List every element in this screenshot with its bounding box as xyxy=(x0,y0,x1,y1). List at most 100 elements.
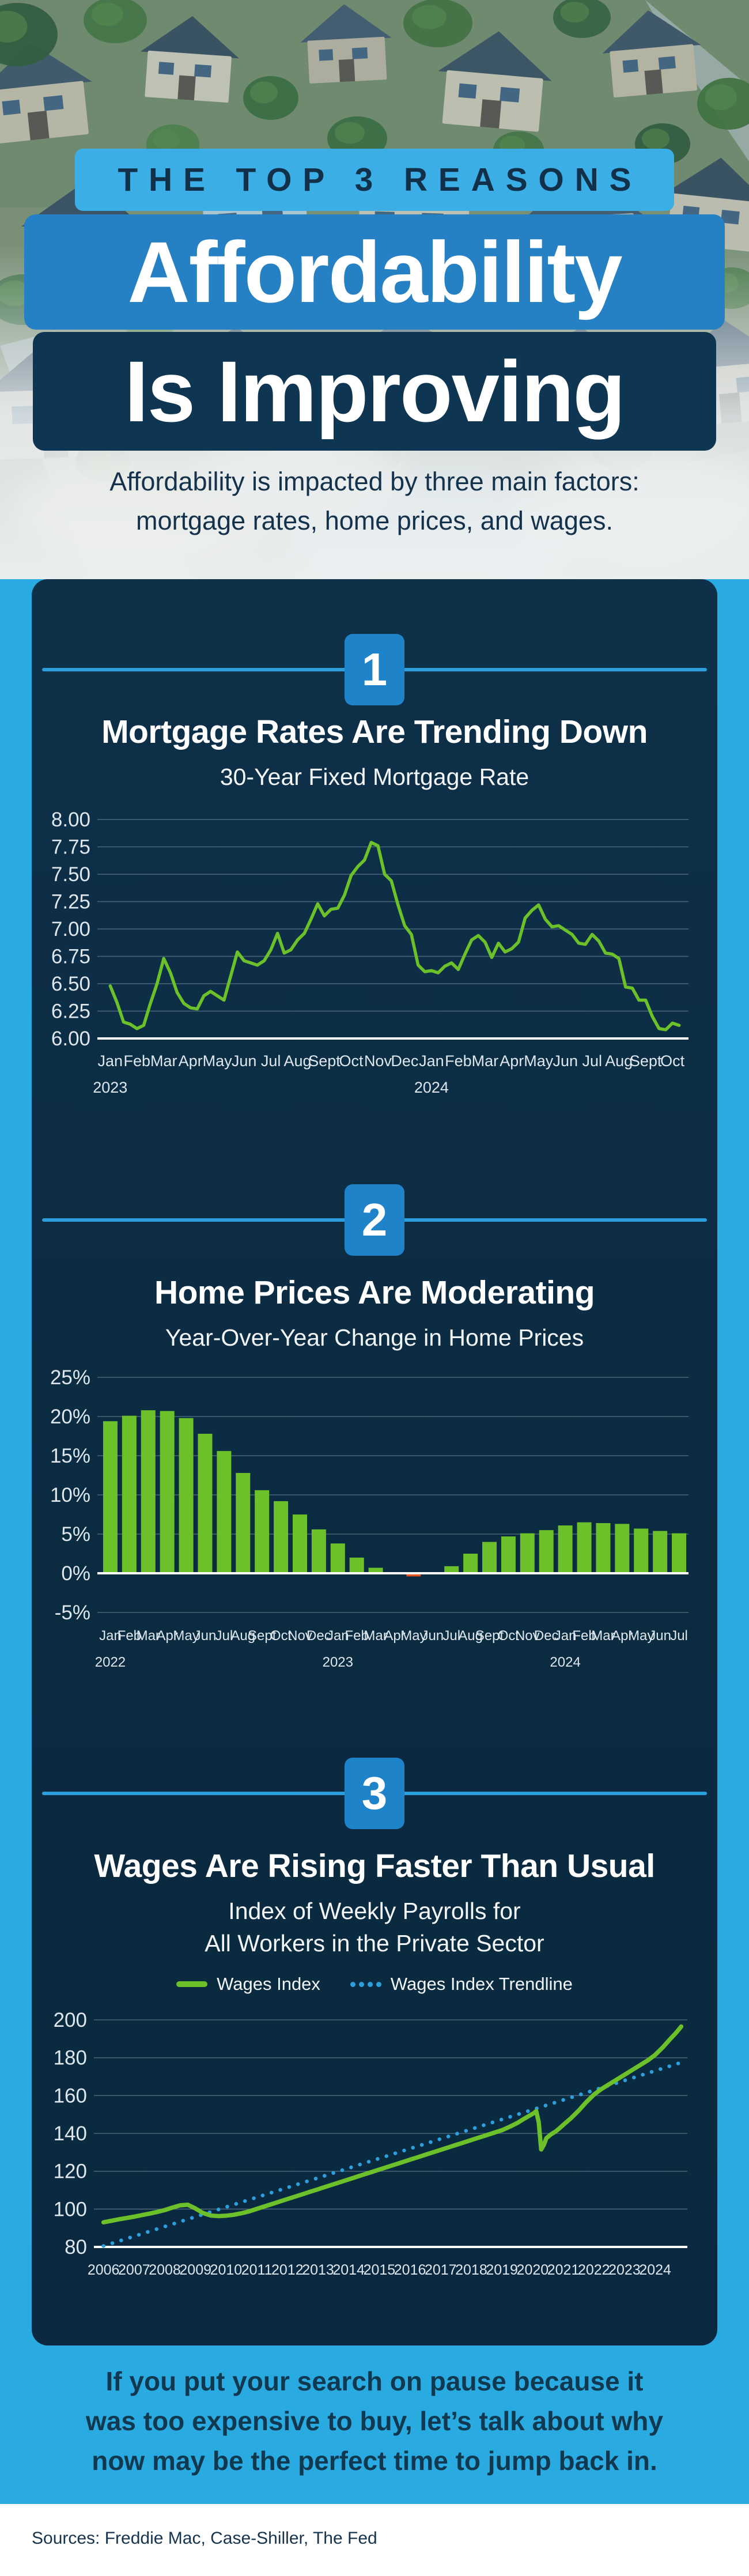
svg-text:Nov: Nov xyxy=(288,1628,312,1644)
svg-text:2013: 2013 xyxy=(302,2262,334,2278)
cta-paragraph: If you put your search on pause because … xyxy=(0,2362,749,2481)
svg-text:20%: 20% xyxy=(50,1406,90,1428)
svg-text:6.50: 6.50 xyxy=(51,973,90,995)
legend-label: Wages Index xyxy=(217,1974,320,1994)
svg-text:120: 120 xyxy=(54,2160,87,2183)
svg-text:Jul: Jul xyxy=(670,1628,688,1644)
svg-text:Dec: Dec xyxy=(307,1628,331,1644)
svg-text:Sept: Sept xyxy=(475,1628,504,1644)
svg-text:-5%: -5% xyxy=(55,1601,90,1624)
section-1-number-badge: 1 xyxy=(345,634,404,705)
section-2-divider: 2 xyxy=(32,1184,717,1256)
svg-text:7.25: 7.25 xyxy=(51,891,90,913)
svg-text:140: 140 xyxy=(54,2122,87,2145)
title-line-1: Affordability xyxy=(127,223,622,320)
svg-text:2016: 2016 xyxy=(394,2262,426,2278)
svg-text:2006: 2006 xyxy=(88,2262,120,2278)
svg-text:7.75: 7.75 xyxy=(51,836,90,859)
svg-text:7.00: 7.00 xyxy=(51,918,90,940)
svg-text:Apr: Apr xyxy=(156,1628,177,1644)
title-band-1: Affordability xyxy=(24,214,725,330)
svg-text:2019: 2019 xyxy=(486,2262,518,2278)
svg-text:2014: 2014 xyxy=(332,2262,365,2278)
svg-text:2011: 2011 xyxy=(241,2262,273,2278)
svg-text:Dec: Dec xyxy=(391,1052,418,1070)
svg-text:Jun: Jun xyxy=(232,1052,257,1070)
svg-text:Mar: Mar xyxy=(472,1052,499,1070)
svg-text:Aug: Aug xyxy=(230,1628,255,1644)
svg-text:May: May xyxy=(203,1052,233,1070)
svg-text:2021: 2021 xyxy=(547,2262,580,2278)
svg-text:Apr: Apr xyxy=(384,1628,405,1644)
mortgage-rate-line-chart: 8.00 7.75 7.50 7.25 7.00 6.75 6.50 6.25 6.00 Jan 2… xyxy=(51,809,689,1096)
svg-text:Jul: Jul xyxy=(442,1628,460,1644)
svg-text:Jul: Jul xyxy=(261,1052,281,1070)
wages-index-line-chart: 200 180 160 140 120 100 8020062007200820092010… xyxy=(54,2009,687,2278)
svg-text:2024: 2024 xyxy=(639,2262,671,2278)
svg-text:6.25: 6.25 xyxy=(51,1000,90,1023)
svg-text:May: May xyxy=(524,1052,554,1070)
svg-text:6.00: 6.00 xyxy=(51,1028,90,1050)
svg-text:2024: 2024 xyxy=(550,1655,580,1670)
title-band-2: Is Improving xyxy=(33,332,716,451)
section-2-heading: Home Prices Are Moderating xyxy=(154,1274,595,1311)
section-1-divider: 1 xyxy=(32,634,717,705)
svg-text:100: 100 xyxy=(54,2198,87,2220)
svg-text:Mar: Mar xyxy=(591,1628,615,1644)
sources-note: Sources: Freddie Mac, Case-Shiller, The … xyxy=(32,2529,377,2548)
svg-text:25%: 25% xyxy=(50,1366,90,1389)
svg-text:Oct: Oct xyxy=(498,1628,520,1644)
legend-line-swatch xyxy=(176,1981,208,1987)
svg-text:10%: 10% xyxy=(50,1484,90,1506)
section-2-number-badge: 2 xyxy=(345,1184,404,1256)
svg-text:Nov: Nov xyxy=(515,1628,540,1644)
svg-text:2022: 2022 xyxy=(95,1655,126,1670)
svg-text:Jan: Jan xyxy=(97,1052,123,1070)
svg-text:80: 80 xyxy=(65,2236,87,2258)
svg-text:Oct: Oct xyxy=(270,1628,292,1644)
section-3-number-badge: 3 xyxy=(345,1758,404,1829)
svg-text:Aug: Aug xyxy=(284,1052,312,1070)
section-1-subheading: 30-Year Fixed Mortgage Rate xyxy=(220,764,529,790)
svg-text:160: 160 xyxy=(54,2084,87,2107)
svg-text:Feb: Feb xyxy=(345,1628,369,1644)
section-2-subheading: Year-Over-Year Change in Home Prices xyxy=(165,1324,584,1351)
svg-text:2023: 2023 xyxy=(93,1079,127,1096)
svg-text:2012: 2012 xyxy=(271,2262,304,2278)
svg-text:Dec: Dec xyxy=(534,1628,559,1644)
svg-text:2024: 2024 xyxy=(414,1079,449,1096)
svg-text:May: May xyxy=(628,1628,654,1644)
bottom-strip xyxy=(0,2504,749,2576)
svg-text:Jun: Jun xyxy=(194,1628,217,1644)
content-card: 1 Mortgage Rates Are Trending Down 30-Ye… xyxy=(32,579,717,2345)
svg-text:Sept: Sept xyxy=(248,1628,277,1644)
cta-line-2: was too expensive to buy, let’s talk abo… xyxy=(85,2406,663,2436)
section-3-heading: Wages Are Rising Faster Than Usual xyxy=(94,1848,655,1884)
svg-text:Aug: Aug xyxy=(605,1052,633,1070)
svg-text:2020: 2020 xyxy=(517,2262,549,2278)
svg-text:2015: 2015 xyxy=(364,2262,396,2278)
svg-text:Jan: Jan xyxy=(419,1052,444,1070)
cta-line-3: now may be the perfect time to jump back… xyxy=(92,2446,657,2476)
svg-text:Oct: Oct xyxy=(339,1052,364,1070)
svg-text:2018: 2018 xyxy=(455,2262,487,2278)
svg-text:2008: 2008 xyxy=(149,2262,181,2278)
section-3-subheading-line-1: Index of Weekly Payrolls for xyxy=(228,1898,521,1924)
title-line-2: Is Improving xyxy=(124,342,626,440)
svg-text:Aug: Aug xyxy=(458,1628,483,1644)
svg-text:Mar: Mar xyxy=(364,1628,387,1644)
svg-text:6.75: 6.75 xyxy=(51,946,90,968)
intro-line-2: mortgage rates, home prices, and wages. xyxy=(136,505,613,535)
svg-text:Sept: Sept xyxy=(308,1052,341,1070)
svg-text:Feb: Feb xyxy=(445,1052,472,1070)
svg-text:Jul: Jul xyxy=(215,1628,233,1644)
svg-text:2010: 2010 xyxy=(210,2262,243,2278)
svg-text:Jan: Jan xyxy=(327,1628,349,1644)
svg-text:180: 180 xyxy=(54,2047,87,2069)
svg-text:May: May xyxy=(173,1628,199,1644)
svg-text:Nov: Nov xyxy=(364,1052,392,1070)
legend-label: Wages Index Trendline xyxy=(390,1974,573,1994)
kicker-text: THE TOP 3 REASONS xyxy=(118,161,642,198)
svg-text:Mar: Mar xyxy=(150,1052,177,1070)
svg-text:8.00: 8.00 xyxy=(51,809,90,831)
